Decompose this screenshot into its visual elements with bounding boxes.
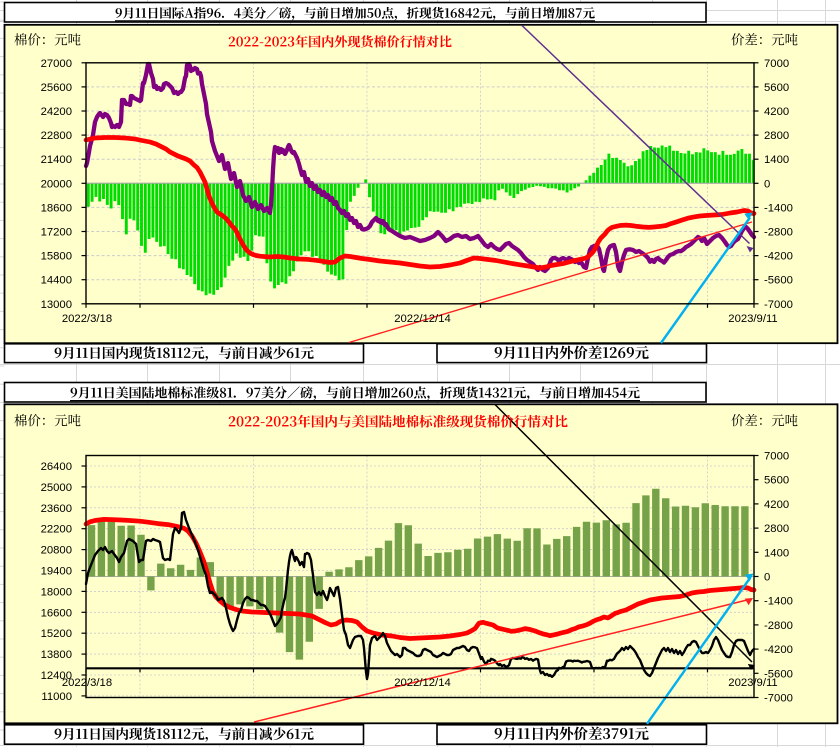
svg-text:5600: 5600 [764, 82, 789, 94]
svg-text:-7000: -7000 [764, 693, 793, 705]
svg-text:-5600: -5600 [764, 668, 793, 680]
svg-text:14400: 14400 [41, 275, 72, 287]
svg-text:-4200: -4200 [764, 251, 793, 263]
svg-text:26400: 26400 [41, 461, 72, 473]
svg-text:19400: 19400 [41, 566, 72, 578]
svg-text:4200: 4200 [764, 106, 789, 118]
svg-text:1400: 1400 [764, 547, 789, 559]
svg-text:1400: 1400 [764, 154, 789, 166]
svg-text:4200: 4200 [764, 499, 789, 511]
svg-text:13800: 13800 [41, 649, 72, 661]
svg-text:11000: 11000 [41, 691, 72, 703]
svg-text:13000: 13000 [41, 299, 72, 311]
svg-text:0: 0 [764, 572, 770, 584]
svg-text:15200: 15200 [41, 628, 72, 640]
svg-text:5600: 5600 [764, 475, 789, 487]
svg-text:25600: 25600 [41, 82, 72, 94]
svg-text:0: 0 [764, 178, 770, 190]
svg-text:-2800: -2800 [764, 620, 793, 632]
svg-text:27000: 27000 [41, 58, 72, 70]
svg-text:2022/12/14: 2022/12/14 [394, 313, 451, 325]
svg-text:25000: 25000 [41, 482, 72, 494]
svg-text:-5600: -5600 [764, 275, 793, 287]
svg-text:18600: 18600 [41, 202, 72, 214]
svg-text:2022/12/14: 2022/12/14 [394, 677, 451, 689]
svg-text:-7000: -7000 [764, 299, 793, 311]
svg-text:22200: 22200 [41, 524, 72, 536]
svg-text:22800: 22800 [41, 130, 72, 142]
svg-text:2022/3/18: 2022/3/18 [62, 313, 112, 325]
svg-text:16600: 16600 [41, 607, 72, 619]
svg-text:17200: 17200 [41, 227, 72, 239]
svg-text:2800: 2800 [764, 523, 789, 535]
svg-text:2022/3/18: 2022/3/18 [62, 677, 112, 689]
svg-text:2800: 2800 [764, 130, 789, 142]
svg-text:7000: 7000 [764, 451, 789, 463]
svg-text:2023/9/11: 2023/9/11 [728, 677, 777, 689]
svg-text:-2800: -2800 [764, 227, 793, 239]
svg-text:-1400: -1400 [764, 596, 793, 608]
svg-text:23600: 23600 [41, 503, 72, 515]
svg-text:-4200: -4200 [764, 644, 793, 656]
svg-text:20000: 20000 [41, 178, 72, 190]
svg-text:20800: 20800 [41, 545, 72, 557]
svg-text:12400: 12400 [41, 670, 72, 682]
svg-text:24200: 24200 [41, 106, 72, 118]
svg-text:-1400: -1400 [764, 202, 793, 214]
svg-text:7000: 7000 [764, 58, 789, 70]
svg-text:15800: 15800 [41, 251, 72, 263]
svg-text:2023/9/11: 2023/9/11 [728, 313, 777, 325]
svg-text:18000: 18000 [41, 586, 72, 598]
svg-text:21400: 21400 [41, 154, 72, 166]
